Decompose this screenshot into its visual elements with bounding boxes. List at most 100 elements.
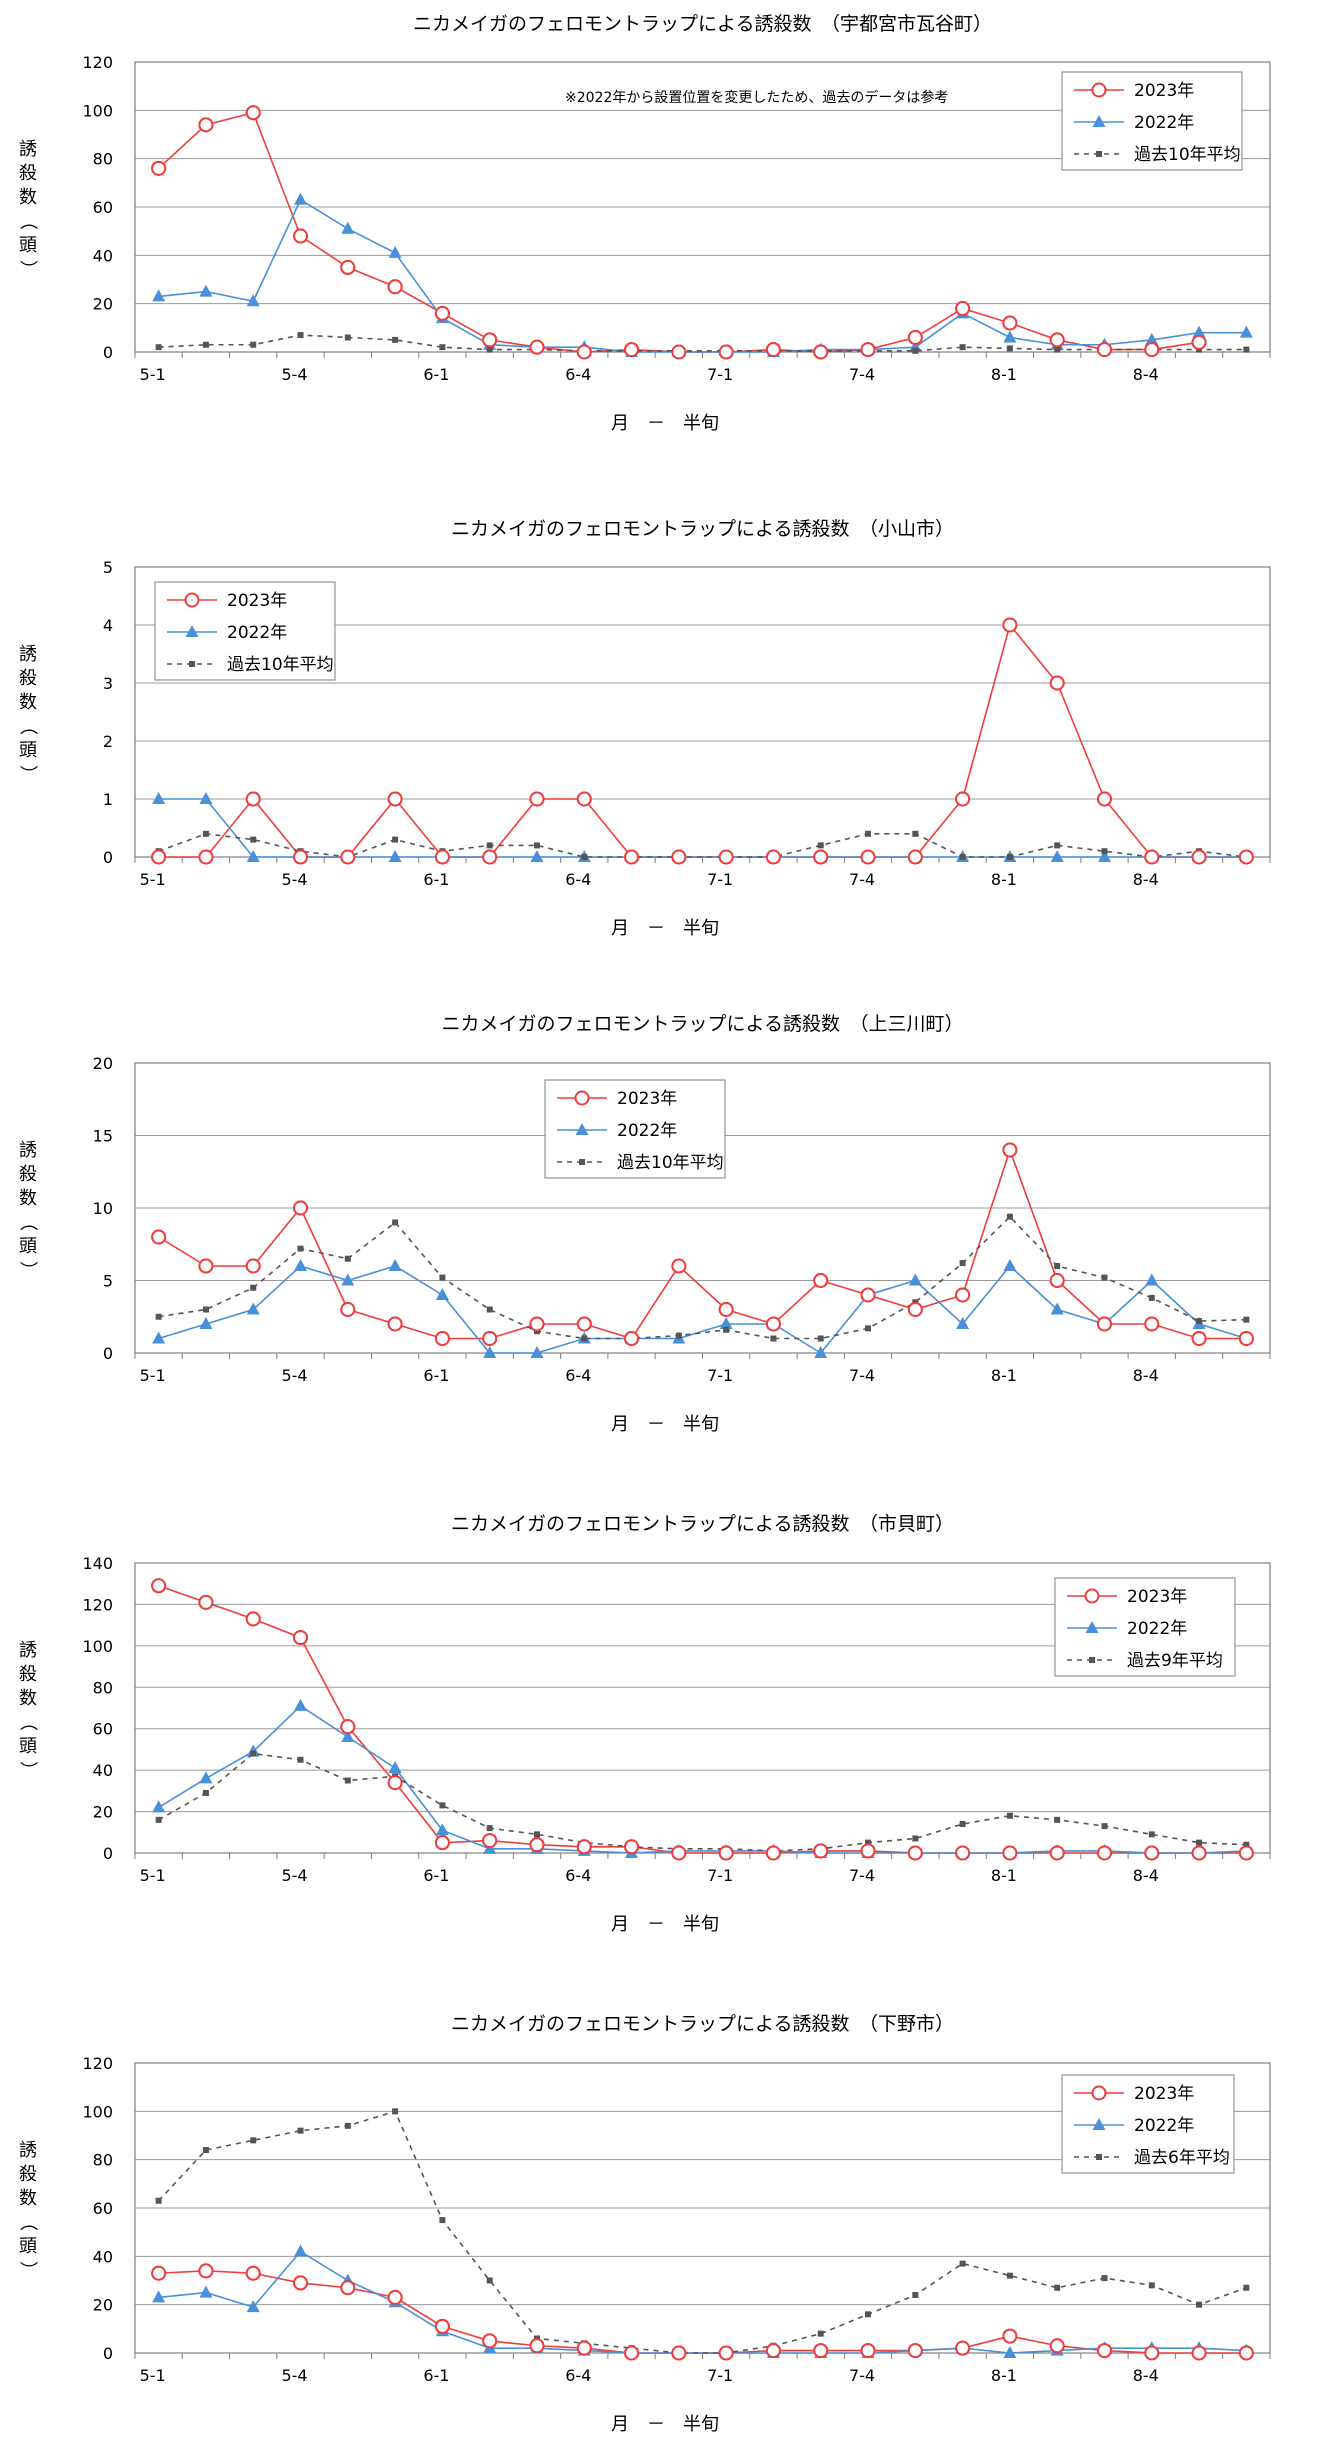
series-2022-point [294,192,308,205]
series-2023-point-top [1238,849,1254,865]
series-2023-point-top [340,849,356,865]
y-tick-label: 40 [93,2247,113,2266]
y-tick-label: 0 [103,2344,113,2363]
series-average-line [158,832,1247,858]
series-average-point [392,836,399,843]
chart-title: ニカメイガのフェロモントラップによる誘殺数 （宇都宮市瓦谷町） [413,13,992,35]
series-2023-point-top [765,1845,781,1861]
series-2022-point [246,1302,260,1315]
x-axis-label: 月 － 半旬 [611,413,719,434]
y-axis-label-char: 誘 [19,1640,37,1661]
series-2023-point-top [482,849,498,865]
y-tick-label: 60 [93,2199,113,2218]
x-tick-label: 6-1 [423,2366,449,2385]
chart-title: ニカメイガのフェロモントラップによる誘殺数 （小山市） [451,518,954,540]
y-tick-label: 80 [93,150,113,169]
series-average-point [817,2330,824,2337]
series-2023-point-top [1191,1845,1207,1861]
series-2023-point-top [576,1316,592,1332]
series-2023-point-top [198,2263,214,2279]
series-2023-point-top [765,2343,781,2359]
series-2023-point-top [198,1258,214,1274]
series-average-point [344,1777,351,1784]
series-2023-line [158,1585,1247,1854]
y-tick-label: 1 [103,790,113,809]
series-2023-point-top [529,1316,545,1332]
series-average-point [344,2122,351,2129]
series-average-point [959,2260,966,2267]
series-2022-point [152,289,166,302]
series-2022-point [199,284,213,297]
legend-label: 過去10年平均 [227,655,334,675]
legend-marker [1096,2154,1102,2160]
series-average-point [1196,1318,1203,1325]
series-2022-point [1050,850,1064,862]
series-2023-point-top [340,1302,356,1317]
x-tick-label: 8-4 [1133,1866,1159,1885]
x-tick-label: 7-1 [707,1366,733,1385]
series-average-point [865,2311,872,2318]
legend-marker [1091,82,1107,98]
y-tick-label: 4 [103,616,113,635]
y-axis-label-char: 誘 [19,1140,37,1161]
y-axis-label-char: 頭 [19,740,37,761]
series-2023-point-top [718,2345,734,2361]
series-2022-point [483,1346,497,1358]
legend-marker [185,625,199,637]
x-tick-label: 7-1 [707,1866,733,1885]
series-average-point [439,344,446,351]
series-average-point [202,1789,209,1796]
series-2022-point [1239,325,1253,338]
legend-label: 2022年 [1134,2116,1194,2136]
legend-label: 2023年 [227,591,287,611]
series-2023-point-top [813,849,829,865]
series-2023-point-top [1049,1845,1065,1861]
x-tick-label: 8-4 [1133,870,1159,889]
series-average-point [1101,1823,1108,1830]
legend-label: 2023年 [1134,81,1194,101]
x-tick-label: 8-1 [991,870,1017,889]
series-average-point [1054,2284,1061,2291]
series-2022-point [435,1823,449,1836]
series-average-point [865,830,872,837]
series-2023-point-top [151,1578,167,1594]
series-2022-point [341,1273,355,1286]
series-2023-point-top [671,1258,687,1274]
y-tick-label: 0 [103,343,113,362]
series-2022-point [341,221,355,234]
chart-oyama: ニカメイガのフェロモントラップによる誘殺数 （小山市） 0 1 2 3 4 5 5-1 5-4 6… [0,500,1328,970]
series-average-line [158,334,1247,352]
series-2023-point-top [860,849,876,865]
series-average-point [817,1335,824,1342]
series-2022-point [246,850,260,862]
series-2023-point-top [1049,2338,1065,2354]
series-2023-point-top [1096,2343,1112,2359]
series-2023-point-top [340,1719,356,1735]
x-tick-label: 5-1 [140,1366,166,1385]
series-2022-point [388,1761,402,1774]
series-average-point [155,1816,162,1823]
legend-box [1061,2074,1235,2174]
x-tick-label: 5-1 [140,365,166,384]
series-average-line [158,1215,1247,1340]
series-2023-point-top [198,849,214,865]
series-2023-point-top [718,1845,734,1861]
series-average-point [1148,1294,1155,1301]
series-average-point [770,1335,777,1342]
series-average-point [817,842,824,849]
series-2022-point [199,1771,213,1784]
series-average-point [1054,1816,1061,1823]
y-tick-label: 3 [103,674,113,693]
x-tick-label: 6-1 [423,1366,449,1385]
series-2023-point-top [482,1833,498,1849]
series-2023-point-top [955,2340,971,2356]
series-2022-line [158,2250,1247,2354]
series-2023-point-top [624,2345,640,2361]
legend-marker [574,1090,590,1106]
series-average-point [297,2127,304,2134]
series-2023-point-top [1144,1845,1160,1861]
series-2023-point-top [151,2265,167,2281]
series-2022-point [1003,2346,1017,2358]
series-average-point [533,842,540,849]
x-tick-label: 5-4 [281,1866,307,1885]
